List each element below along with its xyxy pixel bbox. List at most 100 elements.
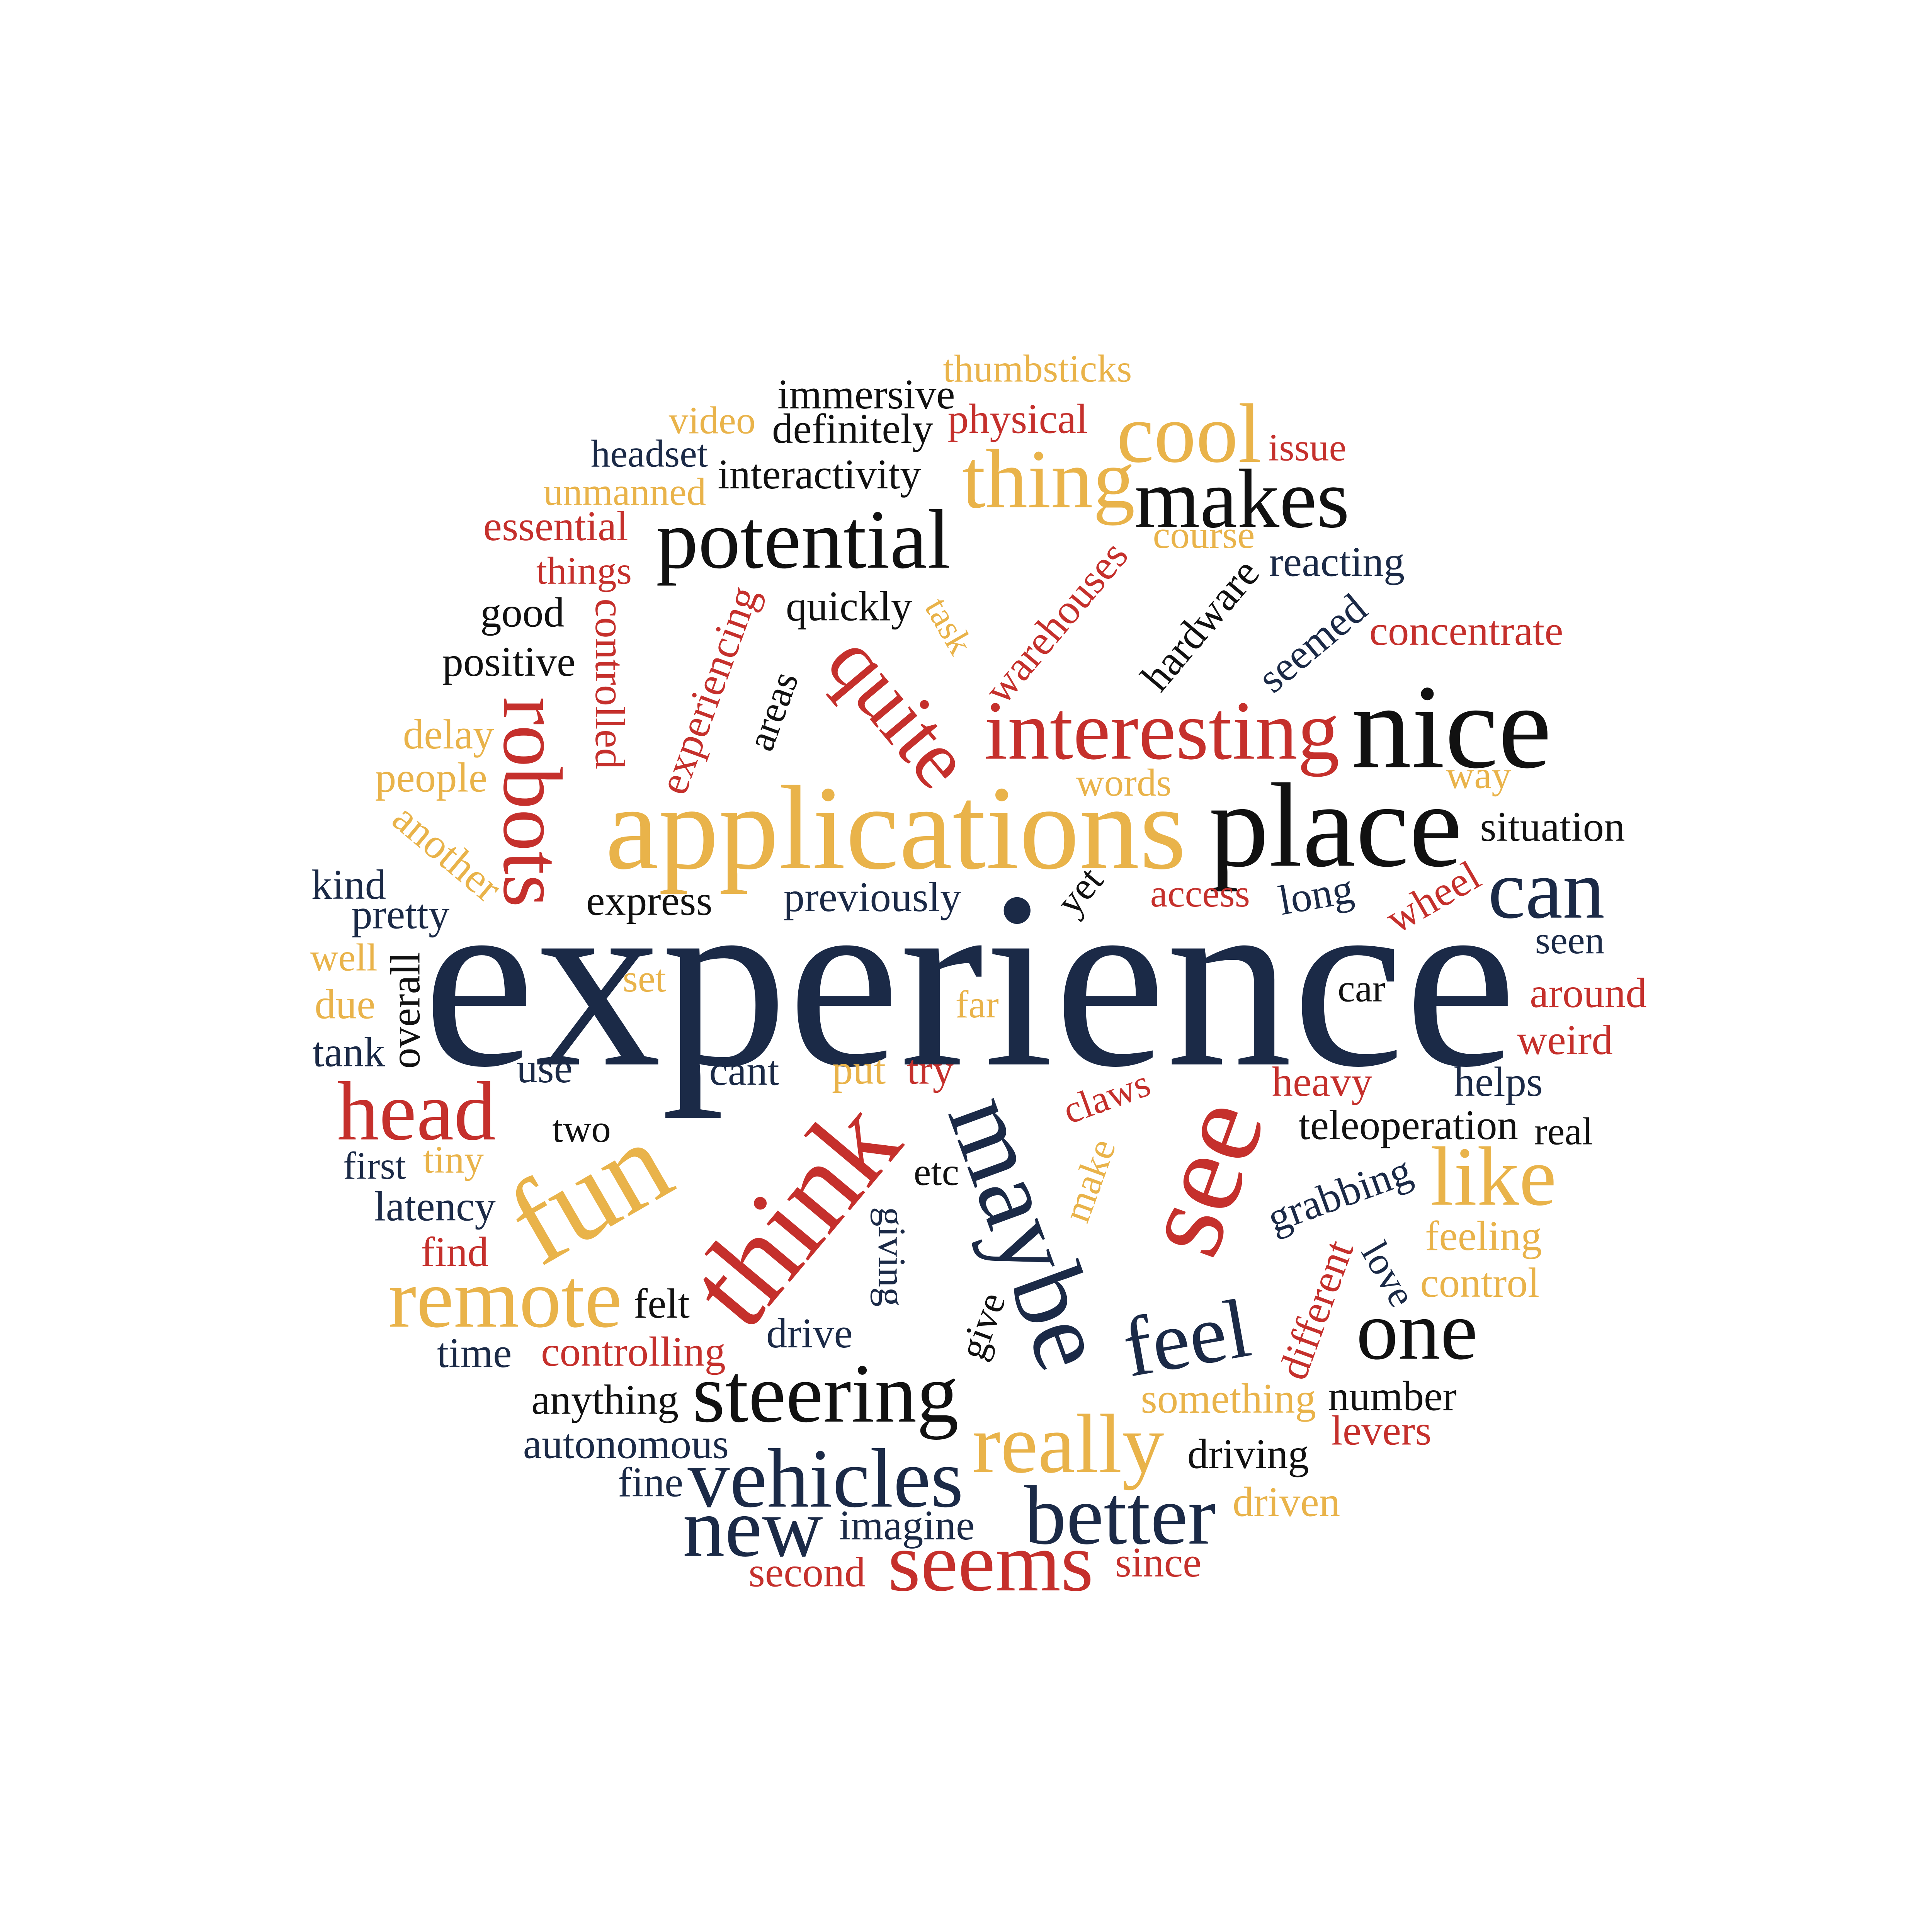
word: control bbox=[1420, 1259, 1539, 1306]
word: essential bbox=[483, 503, 628, 549]
word: different bbox=[1269, 1234, 1362, 1386]
word: thumbsticks bbox=[943, 347, 1132, 390]
word: interesting bbox=[984, 684, 1340, 777]
word: teleoperation bbox=[1299, 1102, 1518, 1148]
word: grabbing bbox=[1261, 1146, 1418, 1242]
word: way bbox=[1446, 753, 1511, 797]
word: first bbox=[343, 1144, 406, 1187]
word: makes bbox=[1134, 452, 1350, 546]
word: put bbox=[832, 1046, 886, 1093]
word: levers bbox=[1331, 1407, 1432, 1454]
word: one bbox=[1356, 1284, 1478, 1377]
word: fine bbox=[618, 1459, 683, 1506]
word: well bbox=[310, 936, 378, 979]
word: previously bbox=[784, 874, 961, 920]
word: find bbox=[421, 1228, 488, 1275]
word: real bbox=[1534, 1109, 1593, 1153]
word: people bbox=[375, 754, 487, 801]
word: around bbox=[1530, 970, 1646, 1017]
word: words bbox=[1076, 761, 1172, 804]
word: heavy bbox=[1272, 1058, 1373, 1105]
word: unmanned bbox=[543, 470, 706, 513]
word: cant bbox=[709, 1048, 779, 1094]
word: thing bbox=[962, 433, 1135, 526]
word: immersive bbox=[777, 371, 955, 418]
word: feel bbox=[1116, 1281, 1257, 1395]
word: express bbox=[586, 877, 713, 924]
word: drive bbox=[766, 1310, 853, 1357]
word: something bbox=[1141, 1375, 1316, 1422]
word: since bbox=[1115, 1539, 1202, 1586]
word: video bbox=[669, 398, 756, 442]
word: seems bbox=[888, 1516, 1094, 1609]
word: far bbox=[956, 983, 999, 1026]
word: course bbox=[1153, 513, 1255, 556]
word: driven bbox=[1233, 1479, 1340, 1526]
word: second bbox=[748, 1549, 865, 1595]
word: areas bbox=[738, 666, 806, 756]
word: hardware bbox=[1132, 550, 1268, 700]
word: cool bbox=[1117, 387, 1262, 480]
word: issue bbox=[1268, 426, 1346, 469]
word: delay bbox=[403, 711, 494, 758]
word: weird bbox=[1517, 1017, 1613, 1063]
word: controlling bbox=[541, 1328, 726, 1375]
word: kind bbox=[311, 861, 386, 908]
word: due bbox=[315, 981, 375, 1027]
word: nice bbox=[1351, 660, 1551, 793]
word: helps bbox=[1454, 1058, 1543, 1105]
word: applications bbox=[605, 762, 1186, 895]
word: experience bbox=[423, 840, 1517, 1120]
word: situation bbox=[1480, 803, 1625, 850]
word: tiny bbox=[423, 1138, 484, 1181]
word: steering bbox=[692, 1347, 959, 1440]
word: imagine bbox=[839, 1502, 975, 1549]
word: etc bbox=[914, 1150, 959, 1194]
word: place bbox=[1209, 759, 1462, 892]
word: feeling bbox=[1425, 1213, 1542, 1259]
word: better bbox=[1024, 1469, 1216, 1562]
word: access bbox=[1150, 872, 1250, 915]
word: use bbox=[517, 1045, 573, 1092]
word: anything bbox=[531, 1376, 679, 1423]
word: definitely bbox=[772, 405, 934, 452]
word: physical bbox=[947, 396, 1088, 442]
word: can bbox=[1488, 843, 1605, 936]
word: felt bbox=[634, 1280, 690, 1327]
word: quickly bbox=[786, 583, 912, 629]
word: interactivity bbox=[718, 451, 921, 498]
word: vehicles bbox=[688, 1432, 964, 1525]
word: task bbox=[917, 591, 981, 661]
word: pretty bbox=[351, 891, 450, 938]
word: number bbox=[1328, 1372, 1457, 1419]
word: potential bbox=[656, 493, 951, 586]
word: car bbox=[1338, 966, 1385, 1010]
word: like bbox=[1430, 1130, 1556, 1223]
word: driving bbox=[1187, 1430, 1309, 1477]
word: seen bbox=[1535, 918, 1605, 962]
word: positive bbox=[442, 638, 576, 685]
word: remote bbox=[388, 1252, 622, 1345]
word: tank bbox=[313, 1029, 385, 1076]
word: headset bbox=[591, 432, 708, 475]
word: set bbox=[623, 957, 666, 1000]
word: try bbox=[907, 1046, 954, 1093]
word: latency bbox=[374, 1183, 496, 1230]
word: time bbox=[437, 1330, 512, 1376]
word: good bbox=[480, 589, 565, 636]
word: two bbox=[552, 1107, 611, 1150]
word: things bbox=[536, 549, 632, 592]
word: controlled bbox=[587, 599, 633, 769]
word: giving bbox=[871, 1207, 914, 1306]
word: new bbox=[683, 1481, 823, 1575]
word: really bbox=[973, 1398, 1164, 1491]
word: reacting bbox=[1269, 539, 1405, 585]
word: overall bbox=[382, 952, 429, 1069]
word: robots bbox=[486, 697, 579, 908]
word: autonomous bbox=[523, 1421, 729, 1468]
word: concentrate bbox=[1369, 607, 1563, 654]
word: give bbox=[950, 1287, 1014, 1365]
word: head bbox=[337, 1065, 496, 1158]
